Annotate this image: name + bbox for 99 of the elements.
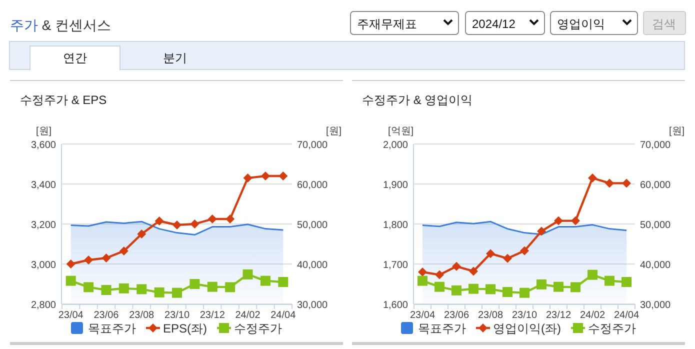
point xyxy=(154,287,164,298)
point xyxy=(452,262,461,271)
x-tick-label: 24/02 xyxy=(580,310,606,321)
chart-title: 수정주가 & 영업이익 xyxy=(362,93,473,107)
y2-tick-label: 70,000 xyxy=(297,140,328,151)
chart-title: 수정주가 & EPS xyxy=(20,93,107,107)
point xyxy=(622,178,631,188)
point xyxy=(435,270,444,280)
y2-tick-label: 30,000 xyxy=(297,300,328,311)
x-tick-label: 23/06 xyxy=(444,310,470,321)
y-tick-label: 1,900 xyxy=(382,180,408,191)
y-axis-title: [억원] xyxy=(388,126,414,137)
point xyxy=(172,288,182,298)
point xyxy=(418,268,427,276)
point xyxy=(278,172,288,180)
y-tick-label: 1,700 xyxy=(382,260,408,271)
y2-tick-label: 50,000 xyxy=(640,220,672,231)
point xyxy=(588,270,598,280)
point xyxy=(102,254,111,262)
point xyxy=(190,220,200,228)
point xyxy=(469,266,478,276)
point xyxy=(260,172,270,180)
x-tick-label: 24/02 xyxy=(235,310,261,321)
point xyxy=(207,282,218,292)
point xyxy=(486,284,496,294)
text: 주가 & 컨센서스 xyxy=(10,17,112,33)
point xyxy=(537,226,546,236)
y2-axis-title: [원] xyxy=(669,126,685,137)
y-tick-label: 2,800 xyxy=(30,300,56,311)
y-axis-title: [원] xyxy=(36,126,52,137)
point xyxy=(536,279,546,290)
point xyxy=(571,216,580,226)
x-tick-label: 23/10 xyxy=(512,310,538,321)
point xyxy=(226,214,235,224)
point xyxy=(208,214,217,224)
legend-label: EPS(좌) xyxy=(162,322,208,336)
point xyxy=(190,279,200,289)
y-tick-label: 1,800 xyxy=(382,220,408,231)
point xyxy=(119,246,128,256)
legend-label: 수정주가 xyxy=(234,322,282,336)
point xyxy=(434,282,444,292)
point xyxy=(418,276,428,286)
y-tick-label: 1,600 xyxy=(382,300,408,311)
legend-label: 목표주가 xyxy=(418,322,466,336)
x-tick-label: 23/04 xyxy=(58,310,84,321)
x-tick-label: 23/06 xyxy=(94,310,120,321)
point xyxy=(242,269,253,280)
x-tick-label: 24/04 xyxy=(614,310,640,321)
point xyxy=(84,256,94,264)
point xyxy=(154,216,164,226)
point xyxy=(101,285,112,295)
legend-label: 수정주가 xyxy=(588,322,636,336)
point xyxy=(503,254,512,263)
point xyxy=(137,230,146,238)
y2-tick-label: 70,000 xyxy=(640,140,672,151)
y-tick-label: 3,600 xyxy=(30,140,56,151)
point xyxy=(172,220,182,230)
y-tick-label: 3,200 xyxy=(30,220,56,231)
point xyxy=(452,285,462,296)
x-tick-label: 24/04 xyxy=(270,310,296,321)
y2-tick-label: 60,000 xyxy=(297,180,328,191)
point xyxy=(225,282,236,292)
point xyxy=(502,287,512,297)
point xyxy=(66,276,76,286)
point xyxy=(520,246,529,256)
point xyxy=(570,282,580,292)
y-tick-label: 3,000 xyxy=(30,260,56,271)
y2-tick-label: 40,000 xyxy=(297,260,328,271)
y2-axis-title: [원] xyxy=(326,126,342,137)
y2-tick-label: 50,000 xyxy=(297,220,328,231)
point xyxy=(554,216,563,226)
y2-tick-label: 40,000 xyxy=(640,260,672,271)
point xyxy=(486,249,495,258)
point xyxy=(588,174,597,182)
point xyxy=(260,276,270,286)
point xyxy=(136,284,147,294)
y-tick-label: 3,400 xyxy=(30,180,56,191)
point xyxy=(66,260,76,268)
point xyxy=(622,277,632,287)
point xyxy=(520,288,530,298)
point xyxy=(468,284,478,294)
x-tick-label: 23/12 xyxy=(200,310,226,321)
point xyxy=(118,283,129,294)
x-tick-label: 23/08 xyxy=(478,310,504,321)
point xyxy=(605,178,614,188)
y2-tick-label: 60,000 xyxy=(640,180,672,191)
x-tick-label: 23/10 xyxy=(164,310,190,321)
point xyxy=(278,277,288,287)
x-tick-label: 23/12 xyxy=(546,310,572,321)
point xyxy=(554,282,564,292)
point xyxy=(243,174,252,182)
y2-tick-label: 30,000 xyxy=(640,300,672,311)
legend-label: 목표주가 xyxy=(88,322,136,336)
x-tick-label: 23/04 xyxy=(410,310,436,321)
y-tick-label: 2,000 xyxy=(382,140,408,151)
point xyxy=(604,276,614,286)
point xyxy=(84,282,94,292)
legend-label: 영업이익(좌) xyxy=(493,322,561,336)
x-tick-label: 23/08 xyxy=(129,310,155,321)
